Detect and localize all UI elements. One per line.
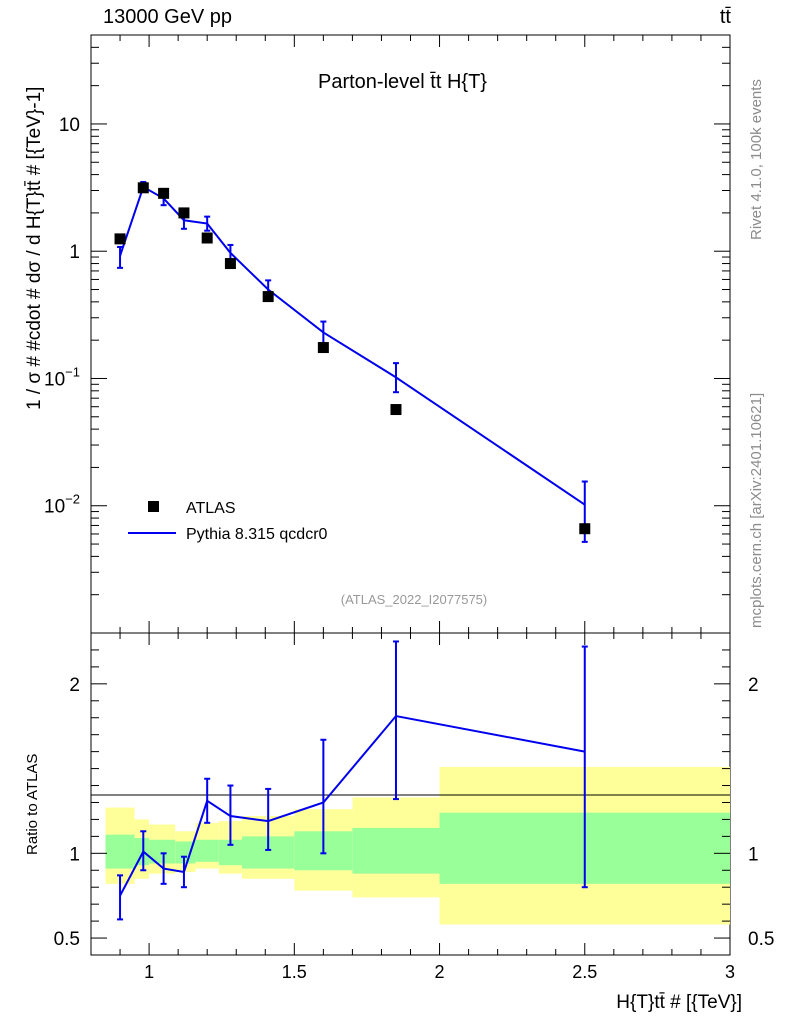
process-label: tt̄ <box>719 6 731 28</box>
main-y-tick-label: 10−1 <box>44 364 80 390</box>
atlas-data-point <box>317 342 329 354</box>
x-tick-label-2.5: 2.5 <box>572 962 597 982</box>
axis-ticks: 1 1.5 2 2.5 3 10 1 10−1 10−2 2 2 1 1 0.5 0.5 <box>44 34 774 982</box>
atlas-data-point <box>158 187 170 199</box>
stat-uncertainty-band-2 <box>149 839 176 864</box>
main-y-tick-label: 10−2 <box>44 492 80 518</box>
stat-uncertainty-band-1 <box>134 838 150 866</box>
main-y-tick-label: 1 <box>69 242 80 263</box>
atlas-data-point <box>390 404 402 416</box>
plot-title: Parton-level t̄t H{T} <box>318 71 487 93</box>
x-tick-label-1.5: 1.5 <box>282 962 307 982</box>
ratio-y-axis-label: Ratio to ATLAS <box>24 754 41 855</box>
legend-pythia-label: Pythia 8.315 qcdcr0 <box>186 526 328 543</box>
atlas-data-point <box>579 523 591 535</box>
rivet-version-text: Rivet 4.1.0, 100k events <box>748 79 765 240</box>
atlas-data-point <box>114 233 126 245</box>
ratio-y-tick-label-right: 0.5 <box>748 929 774 950</box>
x-tick-label-2: 2 <box>435 962 445 982</box>
ratio-y-tick-label-left: 1 <box>69 844 80 865</box>
stat-uncertainty-band-8 <box>352 827 440 874</box>
ratio-y-tick-label-left: 0.5 <box>54 929 80 950</box>
x-axis-label: H{T}tt̄ # [{TeV}] <box>616 992 742 1013</box>
x-tick-label-1: 1 <box>144 962 154 982</box>
main-panel-marks <box>114 180 591 543</box>
source-reference-text: mcplots.cern.ch [arXiv:2401.10621] <box>748 393 765 628</box>
beam-energy-label: 13000 GeV pp <box>103 6 232 28</box>
atlas-data-point <box>201 232 213 244</box>
legend-atlas-marker <box>148 501 159 512</box>
x-tick-label-3: 3 <box>725 962 735 982</box>
atlas-data-point <box>137 182 149 194</box>
stat-uncertainty-band-4 <box>195 839 219 862</box>
pythia-line <box>119 185 586 506</box>
ratio-panel-marks <box>117 640 588 921</box>
main-y-axis-label: 1 / σ # #cdot # dσ / d H{T}tt̄ # [{TeV}-… <box>24 87 45 410</box>
atlas-data-point <box>262 291 274 303</box>
atlas-data-point <box>224 258 236 270</box>
legend-atlas-label: ATLAS <box>186 500 236 517</box>
ratio-uncertainty-bands <box>105 766 730 925</box>
atlas-data-point <box>178 207 190 219</box>
stat-uncertainty-band-3 <box>175 841 196 864</box>
stat-uncertainty-band-0 <box>105 834 135 869</box>
analysis-tag: (ATLAS_2022_I2077575) <box>341 592 487 607</box>
ratio-y-tick-label-right: 2 <box>748 675 759 696</box>
ratio-y-tick-label-right: 1 <box>748 844 759 865</box>
stat-uncertainty-band-5 <box>218 839 243 866</box>
ratio-y-tick-label-left: 2 <box>69 675 80 696</box>
main-panel-frame <box>90 34 731 634</box>
main-y-tick-label: 10 <box>59 115 80 136</box>
pythia-ratio-line <box>119 714 585 897</box>
